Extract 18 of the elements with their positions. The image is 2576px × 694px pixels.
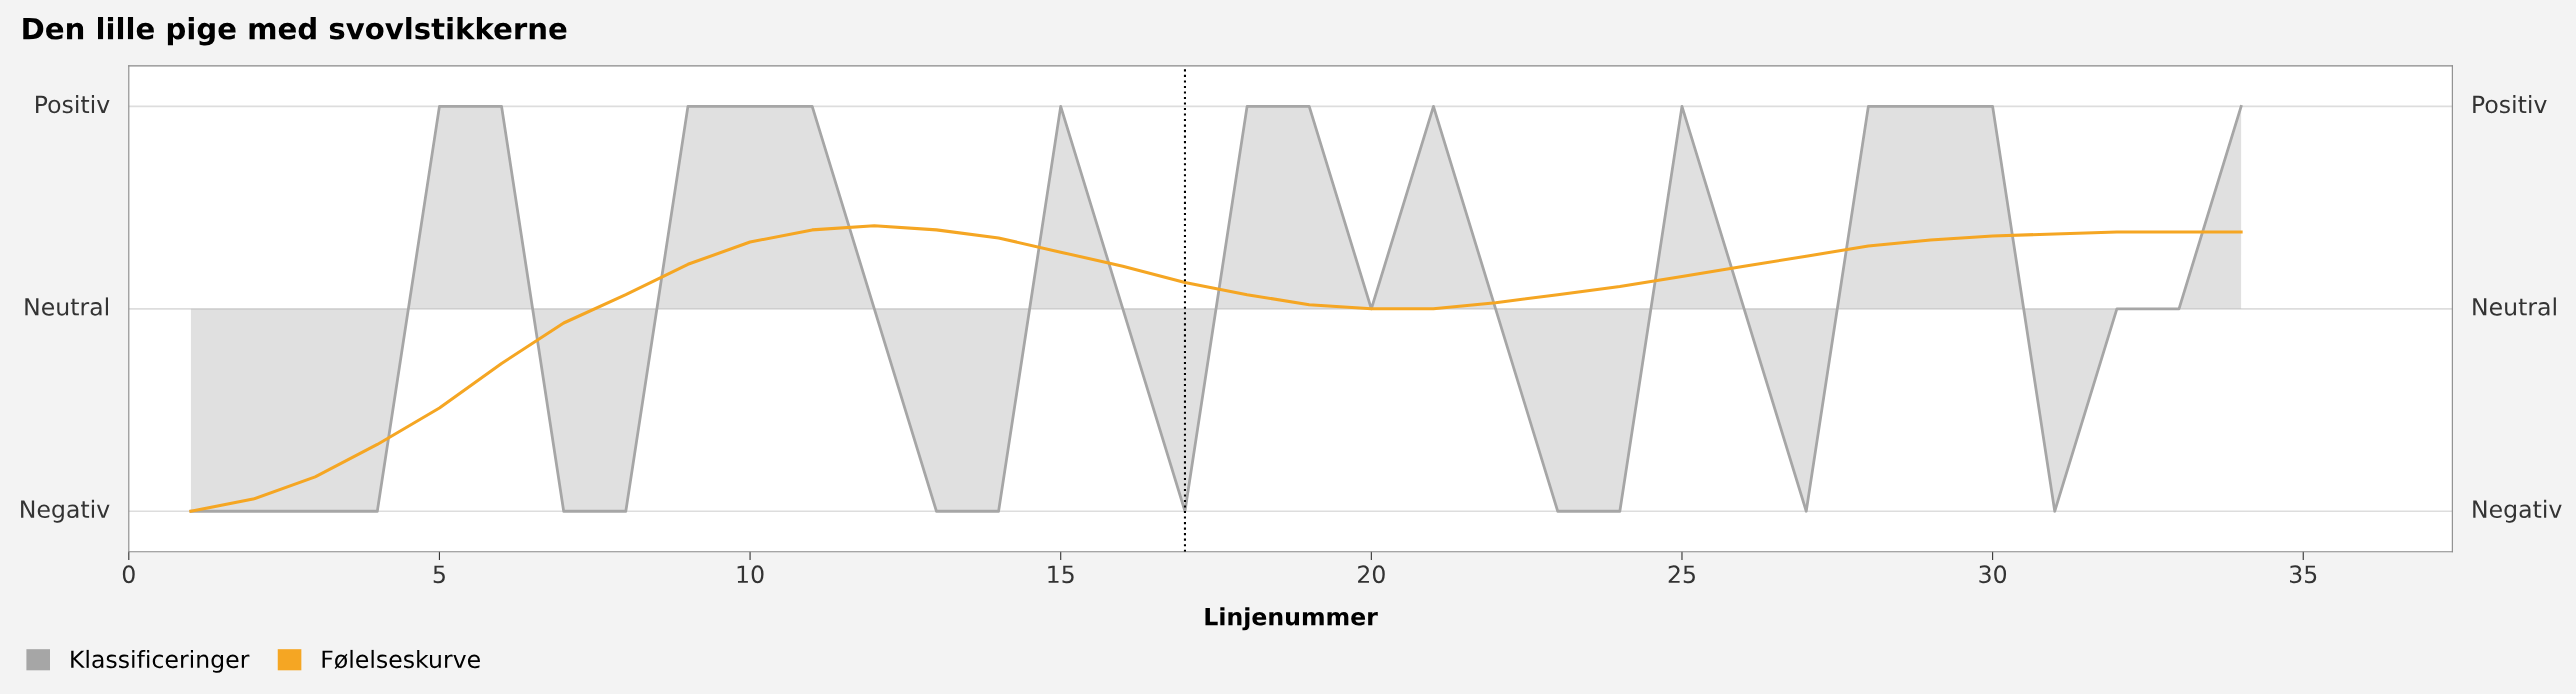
x-tick-label: 35 [2290, 565, 2317, 584]
legend-label: Følelseskurve [322, 649, 480, 669]
x-axis-title: Linjenummer [1205, 607, 1378, 631]
x-tick-label: 10 [737, 565, 764, 584]
x-tick-label: 5 [433, 565, 445, 584]
legend-label: Klassificeringer [71, 649, 250, 673]
ref-line-label: Positiv [36, 94, 110, 114]
x-tick-label: 20 [1358, 565, 1385, 584]
chart-title: Den lille pige med svovlstikkerne [23, 17, 567, 46]
ref-line-label: Neutral [25, 297, 108, 316]
x-tick-label: 15 [1048, 565, 1074, 584]
text: Positiv [2473, 94, 2547, 114]
text: Negativ [2473, 499, 2562, 523]
x-tick-label: 0 [122, 565, 135, 584]
x-tick-label: 30 [1979, 565, 2007, 584]
text: Neutral [2473, 297, 2556, 316]
ref-line-label: Negativ [21, 499, 110, 523]
x-tick-label: 25 [1668, 565, 1695, 584]
